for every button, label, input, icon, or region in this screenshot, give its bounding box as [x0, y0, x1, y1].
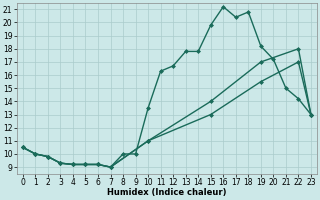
- X-axis label: Humidex (Indice chaleur): Humidex (Indice chaleur): [107, 188, 227, 197]
